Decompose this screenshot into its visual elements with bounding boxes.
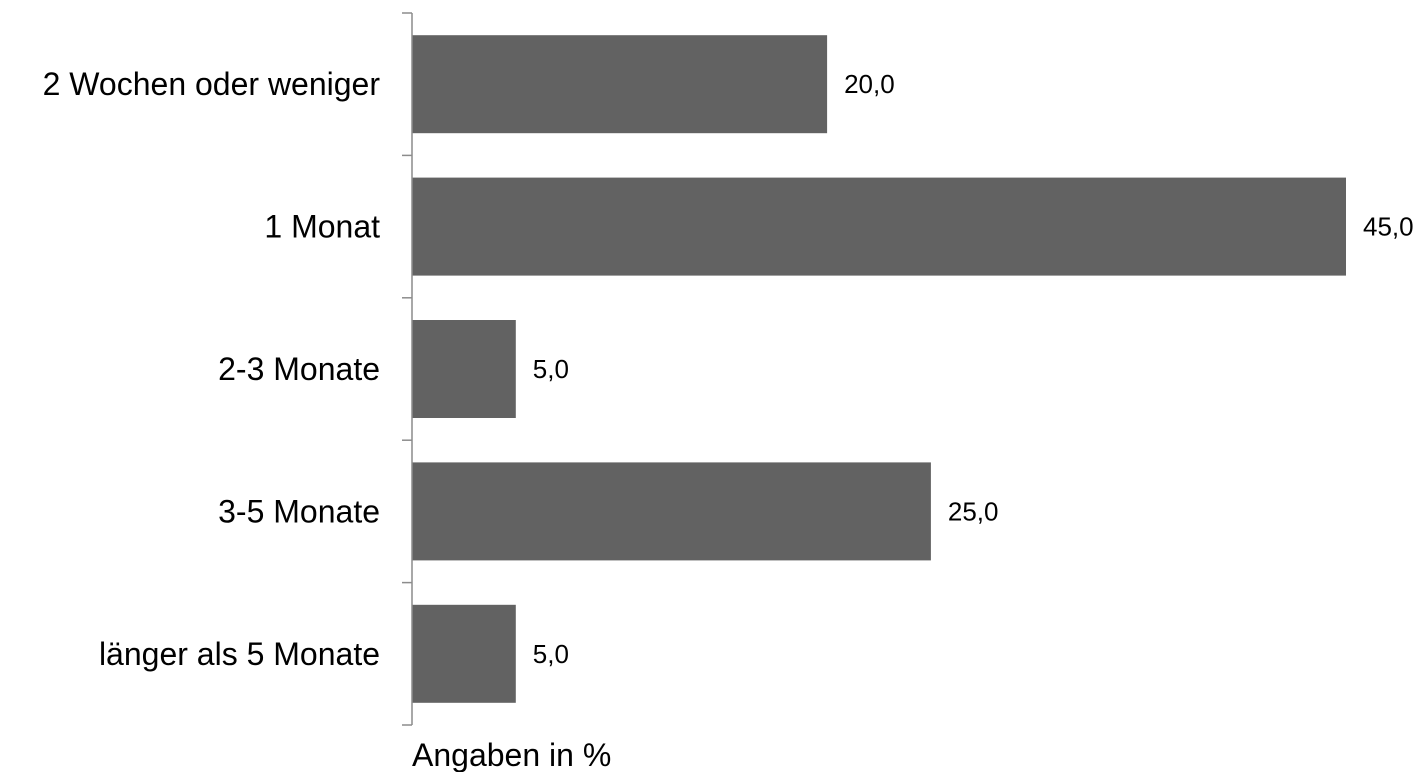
category-label-3: 2-3 Monate	[218, 351, 380, 387]
bar-4	[412, 462, 931, 561]
category-axis	[402, 12, 413, 726]
value-label-5: 5,0	[533, 639, 569, 669]
value-label-1: 20,0	[844, 69, 895, 99]
value-label-3: 5,0	[533, 354, 569, 384]
category-label-4: 3-5 Monate	[218, 493, 380, 529]
category-label-1: 2 Wochen oder weniger	[43, 66, 381, 102]
bar-1	[412, 35, 828, 134]
bar-5	[412, 604, 516, 703]
bar-3	[412, 320, 516, 418]
bars-layer	[412, 35, 1346, 703]
category-label-2: 1 Monat	[264, 209, 380, 245]
x-axis-label: Angaben in %	[412, 737, 611, 772]
labels-layer: 20,0 2 Wochen oder weniger 45,0 1 Monat 5,0 2…	[43, 66, 1414, 672]
value-label-2: 45,0	[1363, 212, 1414, 242]
category-label-5: länger als 5 Monate	[99, 636, 380, 672]
value-label-4: 25,0	[948, 496, 999, 526]
bar-2	[412, 177, 1346, 276]
